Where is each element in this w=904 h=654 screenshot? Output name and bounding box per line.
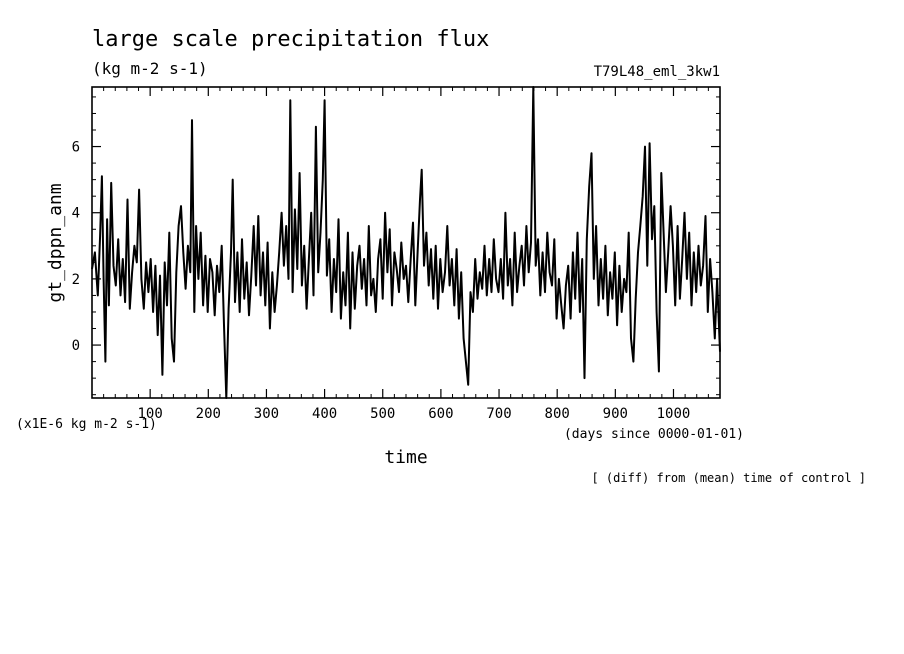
- y-tick-label: 6: [72, 140, 80, 156]
- x-tick-label: 200: [196, 406, 221, 422]
- x-tick-label: 800: [545, 406, 570, 422]
- y-tick-label: 2: [72, 272, 80, 288]
- series-layer: [91, 86, 721, 399]
- x-tick-label: 900: [603, 406, 628, 422]
- x-tick-label: 700: [486, 406, 511, 422]
- chart-units: (kg m-2 s-1): [92, 59, 208, 78]
- x-tick-label: 400: [312, 406, 337, 422]
- x-axis-label: time: [384, 447, 427, 468]
- x-units-label: (days since 0000-01-01): [564, 427, 744, 442]
- experiment-label: T79L48_eml_3kw1: [594, 64, 720, 80]
- x-tick-label: 500: [370, 406, 395, 422]
- plot-frame: [91, 86, 721, 399]
- y-tick-label: 4: [72, 206, 80, 222]
- x-tick-label: 1000: [657, 406, 691, 422]
- series-line-1: [91, 86, 721, 399]
- axis-ticks: [92, 87, 720, 398]
- y-axis-label: gt_dppn_anm: [45, 183, 66, 302]
- y-tick-label: 0: [72, 338, 80, 354]
- plot-area: [91, 86, 721, 399]
- x-tick-label: 300: [254, 406, 279, 422]
- y-scale-label: (x1E-6 kg m-2 s-1): [16, 417, 157, 432]
- x-tick-label: 600: [428, 406, 453, 422]
- chart-title: large scale precipitation flux: [92, 27, 489, 52]
- x-tick-label: 100: [137, 406, 162, 422]
- footer-note: [ (diff) from (mean) time of control ]: [591, 471, 866, 485]
